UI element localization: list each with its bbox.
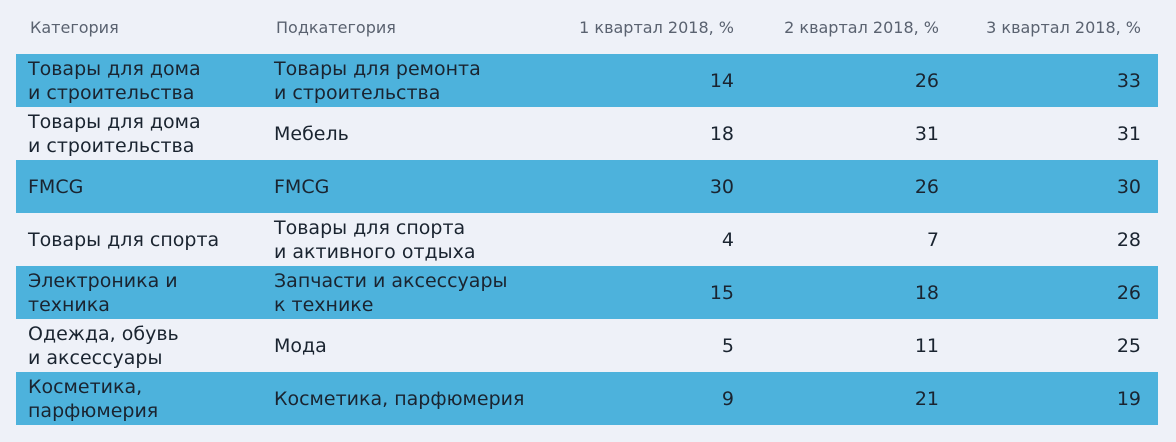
q2-cell: 21	[914, 387, 939, 410]
subcategory-cell: Косметика, парфюмерия	[274, 387, 525, 410]
q2-cell: 18	[914, 281, 939, 304]
category-cell: Косметика, парфюмерия	[28, 375, 159, 422]
header-category: Категория	[30, 17, 119, 37]
header-q2: 2 квартал 2018, %	[784, 17, 939, 37]
q3-cell: 19	[1116, 387, 1141, 410]
subcategory-cell: Мода	[274, 334, 327, 357]
table-row: Товары для дома и строительства Мебель 1…	[16, 107, 1158, 160]
subcategory-cell: Мебель	[274, 122, 349, 145]
q1-cell: 30	[709, 175, 734, 198]
q1-cell: 15	[709, 281, 734, 304]
table-row: Электроника и техника Запчасти и аксессу…	[16, 266, 1158, 319]
q1-cell: 14	[709, 69, 734, 92]
subcategory-cell: Запчасти и аксессуары к технике	[274, 269, 508, 316]
category-cell: Товары для дома и строительства	[28, 57, 201, 104]
table-row: FMCG FMCG 30 26 30	[16, 160, 1158, 213]
q3-cell: 25	[1116, 334, 1141, 357]
table-row: Одежда, обувь и аксессуары Мода 5 11 25	[16, 319, 1158, 372]
q1-cell: 5	[721, 334, 734, 357]
table-header: Категория Подкатегория 1 квартал 2018, %…	[16, 0, 1158, 54]
table-row: Товары для дома и строительства Товары д…	[16, 54, 1158, 107]
q1-cell: 18	[709, 122, 734, 145]
subcategory-cell: Товары для спорта и активного отдыха	[274, 216, 476, 263]
category-cell: FMCG	[28, 175, 84, 198]
table-row: Косметика, парфюмерия Косметика, парфюме…	[16, 372, 1158, 425]
q3-cell: 33	[1116, 69, 1141, 92]
q2-cell: 26	[914, 175, 939, 198]
category-cell: Товары для спорта	[28, 228, 220, 251]
subcategory-cell: FMCG	[274, 175, 330, 198]
data-table: Категория Подкатегория 1 квартал 2018, %…	[16, 0, 1158, 425]
q3-cell: 26	[1116, 281, 1141, 304]
header-q1: 1 квартал 2018, %	[579, 17, 734, 37]
q2-cell: 7	[926, 228, 939, 251]
header-subcategory: Подкатегория	[276, 17, 396, 37]
q3-cell: 31	[1116, 122, 1141, 145]
category-cell: Электроника и техника	[28, 269, 178, 316]
subcategory-cell: Товары для ремонта и строительства	[274, 57, 481, 104]
q2-cell: 31	[914, 122, 939, 145]
q1-cell: 4	[721, 228, 734, 251]
q2-cell: 11	[914, 334, 939, 357]
category-cell: Товары для дома и строительства	[28, 110, 201, 157]
q3-cell: 28	[1116, 228, 1141, 251]
header-q3: 3 квартал 2018, %	[986, 17, 1141, 37]
q1-cell: 9	[721, 387, 734, 410]
table-row: Товары для спорта Товары для спорта и ак…	[16, 213, 1158, 266]
category-cell: Одежда, обувь и аксессуары	[28, 322, 179, 369]
q3-cell: 30	[1116, 175, 1141, 198]
q2-cell: 26	[914, 69, 939, 92]
